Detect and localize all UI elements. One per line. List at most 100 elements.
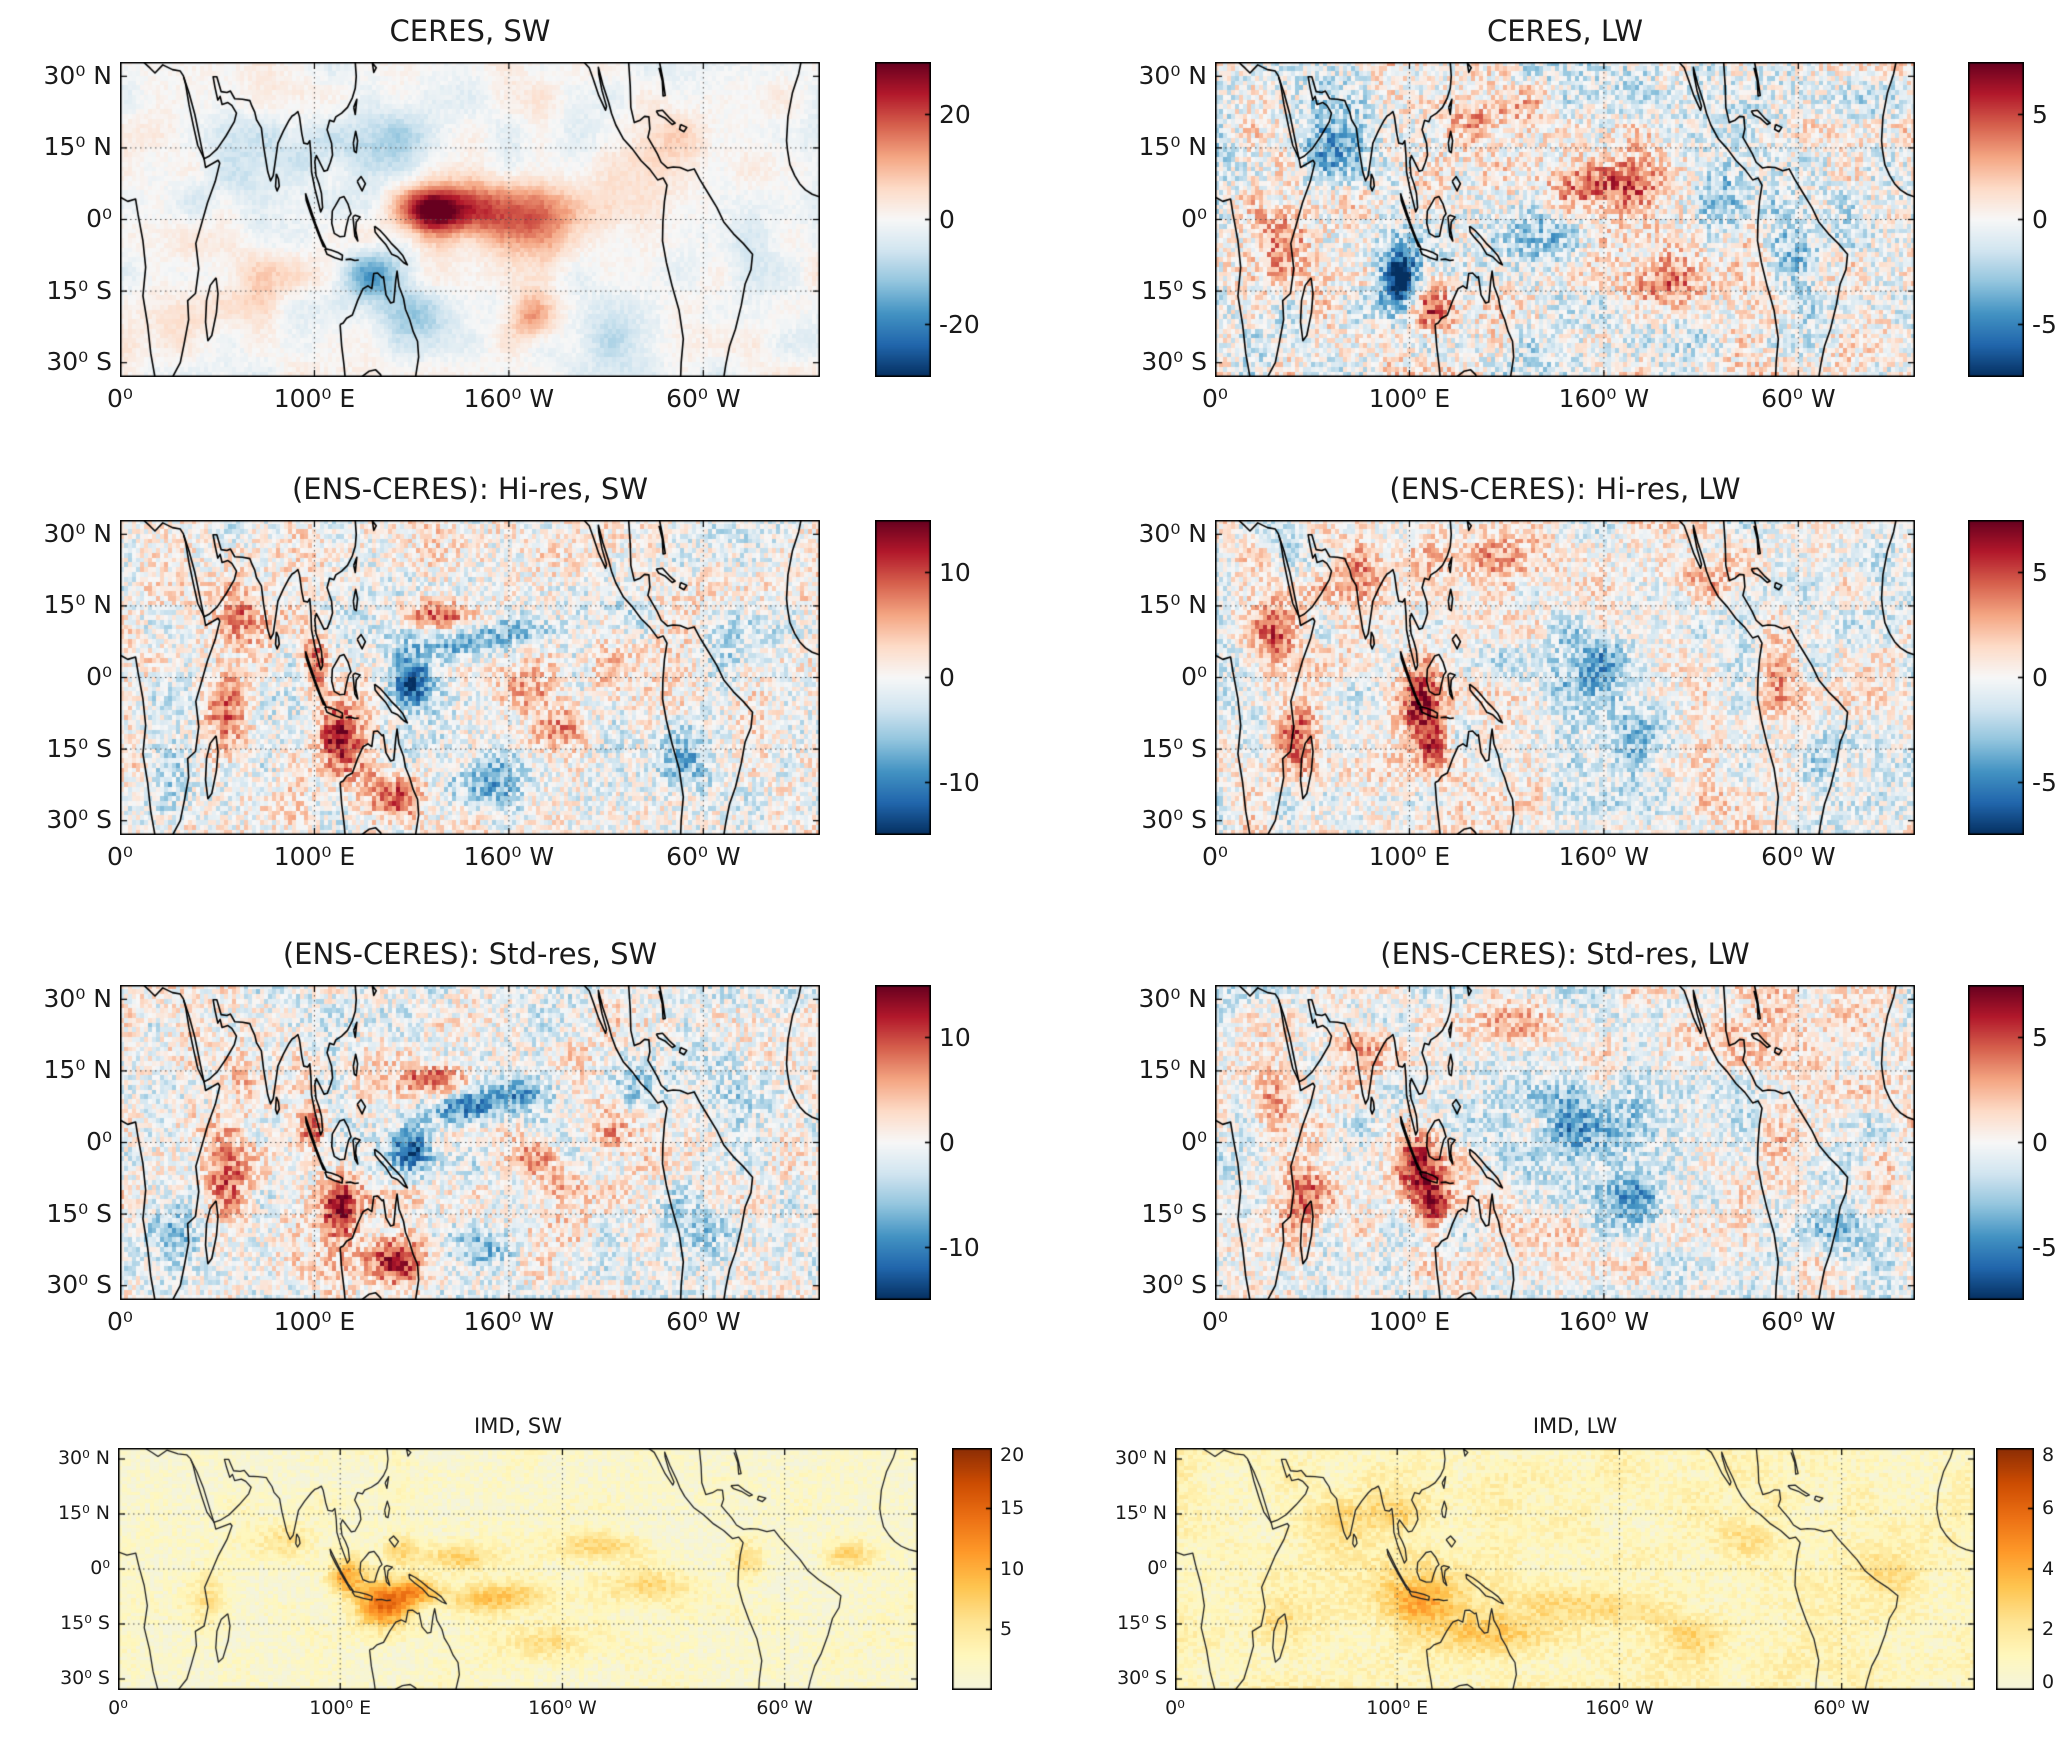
panel-title-ceres-lw: CERES, LW <box>1486 14 1644 48</box>
y-tick-label: 30⁰ N <box>1138 983 1207 1013</box>
y-tick-label: 15⁰ N <box>43 132 112 162</box>
colorbar-tick-label: -10 <box>939 1232 980 1262</box>
heatmap-imd-lw <box>1175 1448 1975 1690</box>
colorbar-ens-hires-lw <box>1968 520 2024 835</box>
y-tick-label: 15⁰ N <box>57 1502 110 1525</box>
y-tick-label: 30⁰ S <box>1141 1270 1207 1300</box>
heatmap-ceres-sw <box>120 62 820 377</box>
colorbar-tick-label: 4 <box>2042 1557 2055 1580</box>
y-tick-label: 30⁰ S <box>46 347 112 377</box>
colorbar-tick-label: 20 <box>939 99 971 129</box>
colorbar-tick-label: 5 <box>2032 557 2048 587</box>
y-tick-label: 30⁰ N <box>43 983 112 1013</box>
y-tick-label: 0⁰ <box>86 662 112 691</box>
y-tick-label: 30⁰ N <box>1114 1447 1167 1470</box>
x-tick-label: 0⁰ <box>1165 1697 1185 1719</box>
y-tick-label: 15⁰ N <box>1138 590 1207 620</box>
heatmap-ens-stdres-sw <box>120 985 820 1300</box>
heatmap-ceres-lw <box>1215 62 1915 377</box>
colorbar-tick-label: 0 <box>939 1127 955 1157</box>
x-tick-label: 60⁰ W <box>756 1697 813 1719</box>
colorbar-tick-label: 0 <box>939 204 955 234</box>
colorbar-tick-label: 0 <box>939 662 955 692</box>
colorbar-ceres-lw <box>1968 62 2024 377</box>
x-tick-label: 60⁰ W <box>1813 1697 1870 1719</box>
x-tick-label: 100⁰ E <box>1368 842 1451 871</box>
y-tick-label: 30⁰ S <box>1117 1667 1167 1690</box>
heatmap-imd-sw <box>118 1448 918 1690</box>
y-tick-label: 15⁰ N <box>1138 132 1207 162</box>
colorbar-tick-label: 10 <box>939 1022 971 1052</box>
x-tick-label: 160⁰ W <box>463 842 555 871</box>
colorbar-tick-label: 8 <box>2042 1444 2055 1466</box>
y-tick-label: 30⁰ S <box>60 1667 110 1690</box>
colorbar-tick-label: 0 <box>2032 1127 2048 1157</box>
x-tick-label: 100⁰ E <box>273 1307 356 1336</box>
y-tick-label: 15⁰ N <box>1138 1055 1207 1085</box>
heatmap-ens-hires-sw <box>120 520 820 835</box>
y-tick-label: 30⁰ N <box>43 60 112 90</box>
colorbar-tick-label: 2 <box>2042 1618 2055 1641</box>
x-tick-label: 60⁰ W <box>1761 842 1836 871</box>
x-tick-label: 100⁰ E <box>273 842 356 871</box>
colorbar-tick-label: 5 <box>1000 1618 1013 1641</box>
colorbar-ens-stdres-sw <box>875 985 931 1300</box>
x-tick-label: 100⁰ E <box>1366 1697 1429 1719</box>
x-tick-label: 100⁰ E <box>309 1697 372 1719</box>
y-tick-label: 30⁰ N <box>1138 518 1207 548</box>
colorbar-tick-label: -10 <box>939 767 980 797</box>
y-tick-label: 30⁰ S <box>1141 347 1207 377</box>
panel-title-ens-stdres-sw: (ENS-CERES): Std-res, SW <box>282 937 658 971</box>
colorbar-tick-label: -5 <box>2032 767 2057 797</box>
x-tick-label: 160⁰ W <box>1558 842 1650 871</box>
panel-title-imd-lw: IMD, LW <box>1532 1414 1618 1438</box>
y-tick-label: 0⁰ <box>1181 204 1207 233</box>
x-tick-label: 60⁰ W <box>666 1307 741 1336</box>
y-tick-label: 15⁰ S <box>46 1198 112 1228</box>
x-tick-label: 100⁰ E <box>273 384 356 413</box>
x-tick-label: 160⁰ W <box>1585 1697 1654 1719</box>
panel-title-ens-hires-sw: (ENS-CERES): Hi-res, SW <box>291 472 649 506</box>
y-tick-label: 15⁰ S <box>60 1612 110 1635</box>
x-tick-label: 0⁰ <box>107 1307 133 1336</box>
colorbar-tick-label: 10 <box>1000 1557 1025 1580</box>
y-tick-label: 30⁰ S <box>46 805 112 835</box>
colorbar-tick-label: -5 <box>2032 1232 2057 1262</box>
y-tick-label: 0⁰ <box>90 1557 110 1580</box>
heatmap-ens-hires-lw <box>1215 520 1915 835</box>
x-tick-label: 160⁰ W <box>1558 1307 1650 1336</box>
x-tick-label: 160⁰ W <box>528 1697 597 1719</box>
panel-title-ens-hires-lw: (ENS-CERES): Hi-res, LW <box>1389 472 1741 506</box>
colorbar-ceres-sw <box>875 62 931 377</box>
colorbar-tick-label: 15 <box>1000 1497 1025 1520</box>
colorbar-imd-sw <box>952 1448 992 1690</box>
colorbar-ens-hires-sw <box>875 520 931 835</box>
y-tick-label: 0⁰ <box>86 1127 112 1156</box>
colorbar-tick-label: 10 <box>939 557 971 587</box>
y-tick-label: 30⁰ S <box>46 1270 112 1300</box>
x-tick-label: 160⁰ W <box>1558 384 1650 413</box>
y-tick-label: 15⁰ S <box>46 733 112 763</box>
x-tick-label: 60⁰ W <box>1761 384 1836 413</box>
y-tick-label: 0⁰ <box>86 204 112 233</box>
x-tick-label: 0⁰ <box>1202 842 1228 871</box>
x-tick-label: 60⁰ W <box>666 384 741 413</box>
panel-title-imd-sw: IMD, SW <box>474 1414 562 1438</box>
y-tick-label: 15⁰ S <box>1141 275 1207 305</box>
y-tick-label: 15⁰ S <box>1141 1198 1207 1228</box>
colorbar-imd-lw <box>1996 1448 2034 1690</box>
x-tick-label: 0⁰ <box>108 1697 128 1719</box>
heatmap-ens-stdres-lw <box>1215 985 1915 1300</box>
y-tick-label: 15⁰ S <box>46 275 112 305</box>
y-tick-label: 30⁰ N <box>1138 60 1207 90</box>
colorbar-tick-label: 5 <box>2032 1022 2048 1052</box>
colorbar-tick-label: 0 <box>2042 1671 2055 1693</box>
x-tick-label: 160⁰ W <box>463 1307 555 1336</box>
y-tick-label: 0⁰ <box>1181 1127 1207 1156</box>
y-tick-label: 0⁰ <box>1147 1557 1167 1580</box>
x-tick-label: 60⁰ W <box>1761 1307 1836 1336</box>
colorbar-tick-label: -20 <box>939 309 980 339</box>
panel-title-ceres-sw: CERES, SW <box>389 14 551 48</box>
y-tick-label: 0⁰ <box>1181 662 1207 691</box>
